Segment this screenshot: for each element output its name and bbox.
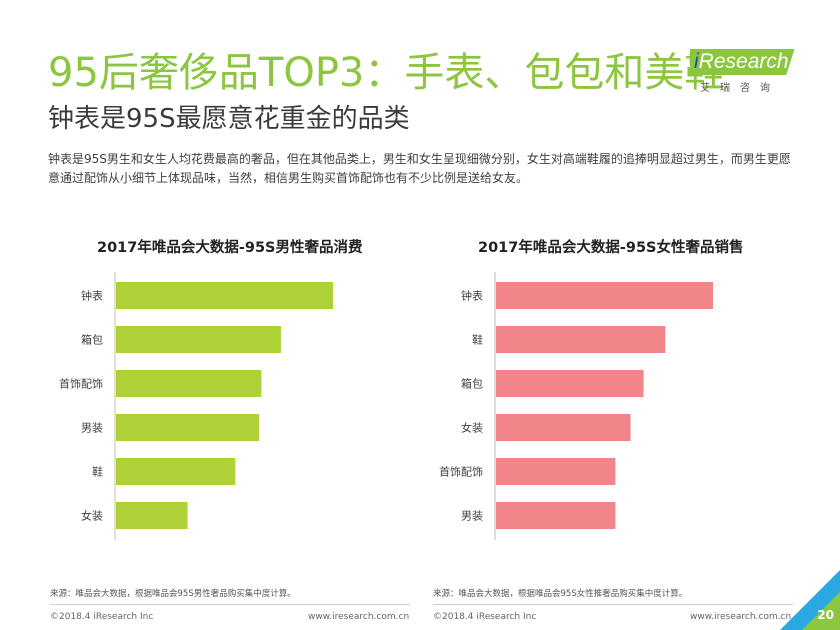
right-website-link[interactable]: www.iresearch.com.cn — [690, 612, 792, 622]
female-chart-category-label: 女装 — [461, 421, 483, 435]
corner-decoration — [780, 570, 840, 630]
right-footer-divider — [433, 604, 793, 605]
male-chart-bar — [116, 282, 333, 309]
male-chart-category-label: 首饰配饰 — [59, 377, 103, 391]
logo-subtitle: 艾瑞咨询 — [700, 83, 780, 94]
female-chart-category-label: 箱包 — [461, 377, 483, 391]
right-copyright: ©2018.4 iResearch Inc — [433, 612, 537, 622]
male-chart-bar — [116, 370, 262, 397]
male-chart-category-label: 鞋 — [92, 465, 103, 479]
female-chart-bar — [496, 414, 631, 441]
male-chart-title: 2017年唯品会大数据-95S男性奢品消费 — [97, 240, 363, 256]
female-chart-category-label: 男装 — [461, 510, 483, 523]
male-chart-category-label: 女装 — [81, 509, 103, 523]
male-chart-bar — [116, 458, 236, 485]
left-source-note: 来源：唯品会大数据，根据唯品会95S男性奢品购买集中度计算。 — [50, 589, 296, 599]
male-chart-category-label: 箱包 — [81, 333, 103, 347]
page-title: 95后奢侈品TOP3：手表、包包和美鞋 — [48, 50, 725, 96]
female-chart-bar — [496, 370, 644, 397]
logo-brand-text: Research — [698, 50, 789, 73]
right-source-note: 来源：唯品会大数据，根据唯品会95S女性推奢品购买集中度计算。 — [433, 589, 688, 599]
male-chart-bar — [116, 414, 260, 441]
female-chart-title: 2017年唯品会大数据-95S女性奢品销售 — [478, 240, 744, 256]
left-copyright: ©2018.4 iResearch Inc — [50, 612, 154, 622]
female-chart-bar — [496, 458, 616, 485]
logo-brand-i: i — [694, 50, 699, 73]
female-chart-bar — [496, 502, 616, 529]
page-subtitle: 钟表是95S最愿意花重金的品类 — [48, 104, 410, 134]
iresearch-logo: iResearch 艾瑞咨询 — [690, 45, 800, 97]
male-chart-category-label: 男装 — [81, 422, 103, 435]
male-chart-bar — [116, 326, 281, 353]
female-chart-bar — [496, 282, 713, 309]
female-chart-bar — [496, 326, 666, 353]
male-chart-bar — [116, 502, 188, 529]
description-text: 钟表是95S男生和女生人均花费最高的奢品，但在其他品类上，男生和女生呈现细微分别… — [48, 152, 791, 185]
page-number: 20 — [817, 608, 834, 622]
male-chart-category-label: 钟表 — [81, 289, 103, 303]
left-website-link[interactable]: www.iresearch.com.cn — [308, 612, 410, 622]
female-chart-category-label: 鞋 — [472, 333, 483, 347]
left-footer-divider — [50, 604, 410, 605]
female-chart-category-label: 首饰配饰 — [439, 465, 483, 479]
female-chart-category-label: 钟表 — [461, 289, 483, 303]
